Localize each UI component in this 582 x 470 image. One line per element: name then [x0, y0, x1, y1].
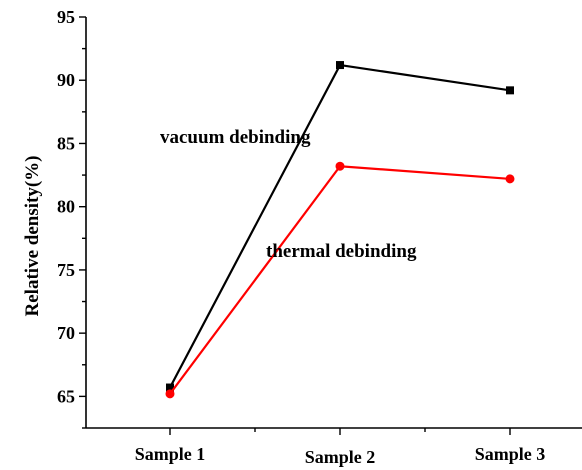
series-2-point-3 [505, 174, 515, 184]
series-2-point-2 [335, 161, 345, 171]
annotation-vacuum-debinding: vacuum debinding [160, 127, 311, 148]
series-1-point-1 [166, 383, 174, 392]
y-tick-label: 65 [57, 386, 75, 406]
series-2-point-1 [165, 389, 175, 399]
series-1-point-2 [336, 61, 344, 70]
y-tick-label: 90 [57, 70, 75, 90]
y-tick-label: 70 [57, 323, 75, 343]
series-1-line [169, 63, 511, 389]
axes: 65 70 75 80 85 90 95 Sample 1 Sample 2 Sample 3 [57, 7, 582, 467]
series-2-line [169, 165, 511, 395]
y-tick-label: 80 [57, 197, 75, 217]
y-tick-label: 85 [57, 133, 75, 153]
x-tick-label-3: Sample 3 [475, 444, 546, 464]
x-tick-label-2: Sample 2 [305, 447, 376, 467]
y-tick-label: 75 [57, 260, 75, 280]
series-1-point-3 [506, 86, 514, 95]
series-layer [165, 61, 515, 399]
y-tick-label: 95 [57, 7, 75, 27]
x-tick-label-1: Sample 1 [135, 444, 206, 464]
y-axis-title: Relative density(%) [22, 156, 43, 317]
annotation-thermal-debinding: thermal debinding [266, 241, 417, 262]
